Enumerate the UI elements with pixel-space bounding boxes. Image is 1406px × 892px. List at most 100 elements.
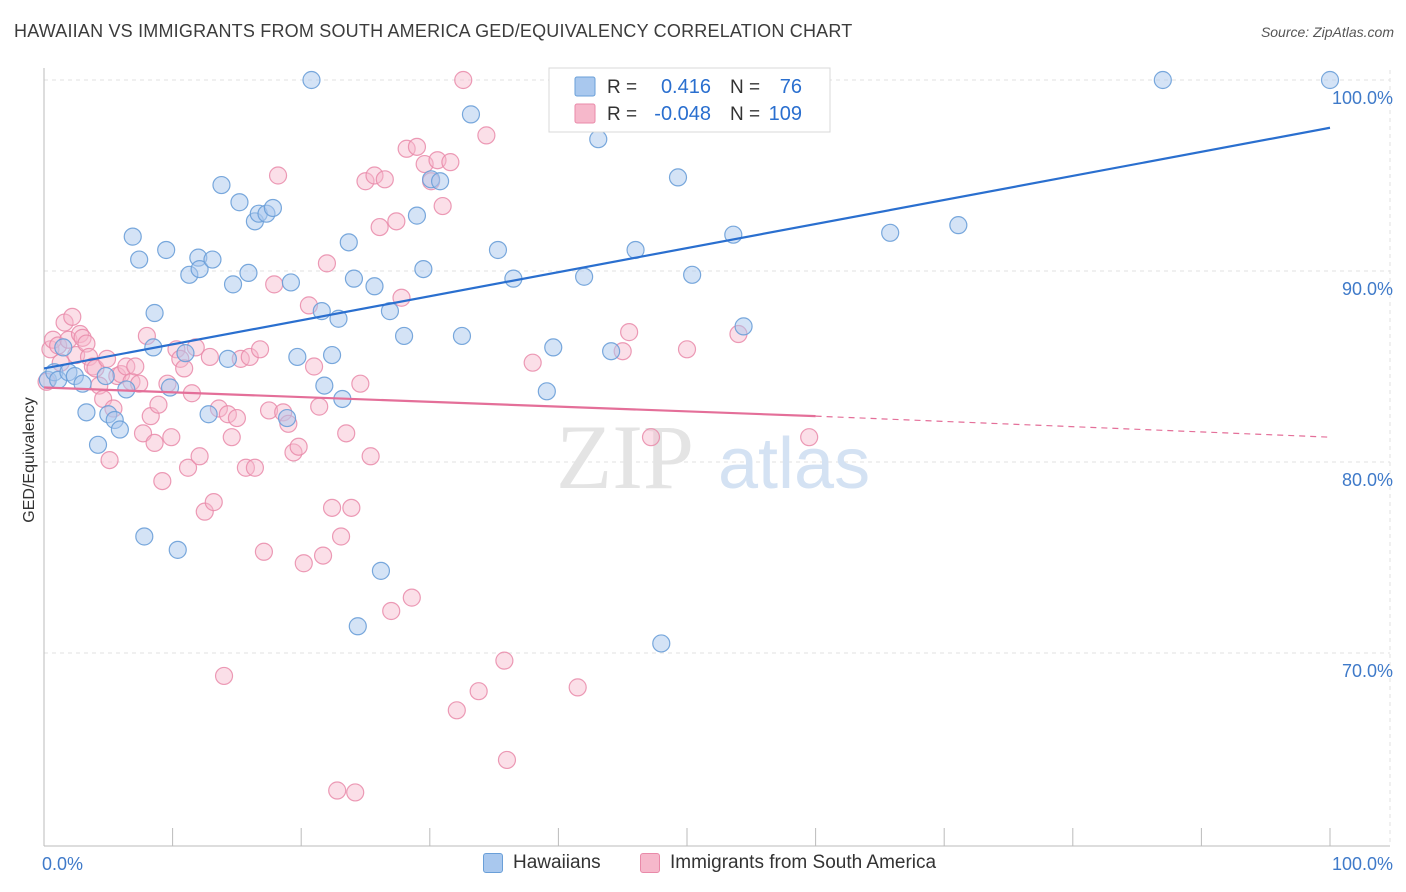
immigrants-point bbox=[222, 428, 241, 447]
immigrants-point bbox=[153, 472, 172, 491]
legend-label-hawaiians: Hawaiians bbox=[513, 852, 601, 873]
hawaiians-point bbox=[407, 206, 427, 225]
y-tick-label: 100.0% bbox=[1332, 88, 1393, 108]
y-tick-label: 80.0% bbox=[1342, 470, 1393, 490]
y-tick-label: 70.0% bbox=[1342, 661, 1393, 681]
hawaiians-point bbox=[414, 259, 433, 279]
hawaiians-point bbox=[199, 405, 218, 424]
x-tick-label: 0.0% bbox=[42, 854, 83, 874]
immigrants-point bbox=[317, 254, 337, 273]
immigrants-point bbox=[162, 428, 181, 447]
legend-box-frame bbox=[548, 67, 831, 133]
hawaiians-trend-line bbox=[43, 126, 1331, 370]
immigrants-point bbox=[97, 349, 117, 368]
hawaiians-point bbox=[315, 376, 334, 395]
immigrants-point bbox=[620, 323, 639, 342]
hawaiians-point bbox=[461, 105, 481, 124]
immigrants-point bbox=[469, 682, 488, 701]
trend-lines bbox=[43, 126, 1331, 438]
immigrants-point bbox=[313, 546, 333, 565]
hawaiians-point bbox=[544, 338, 563, 357]
y-axis-label: GED/Equivalency bbox=[21, 397, 38, 522]
hawaiians-point bbox=[288, 347, 307, 367]
hawaiians-point bbox=[1320, 70, 1340, 90]
source-label: Source: ZipAtlas.com bbox=[1260, 24, 1394, 40]
immigrants-point bbox=[346, 783, 365, 802]
immigrants-point bbox=[351, 374, 370, 393]
hawaiians-point bbox=[123, 227, 142, 246]
immigrants-point bbox=[240, 347, 259, 367]
immigrants-point bbox=[218, 405, 237, 424]
hawaiians-point bbox=[683, 265, 702, 284]
hawaiians-point bbox=[668, 168, 688, 187]
hawaiians-point bbox=[190, 259, 209, 279]
immigrants-point bbox=[200, 347, 219, 367]
hawaiians-point bbox=[488, 240, 508, 260]
immigrants-point bbox=[337, 424, 356, 443]
hawaiians-point bbox=[1153, 70, 1172, 90]
hawaiians-point bbox=[277, 408, 297, 428]
hawaiians-point bbox=[652, 634, 671, 653]
hawaiians-point bbox=[263, 198, 283, 218]
hawaiians-point bbox=[230, 193, 249, 212]
immigrants-point bbox=[375, 170, 394, 189]
hawaiians-point bbox=[322, 345, 342, 365]
hawaiians-point bbox=[130, 250, 149, 269]
hawaiians-point bbox=[302, 70, 321, 90]
y-tick-label: 90.0% bbox=[1342, 279, 1393, 299]
immigrants-point bbox=[214, 666, 234, 686]
immigrants-point bbox=[328, 781, 347, 800]
immigrants-point bbox=[433, 196, 452, 216]
immigrants-point bbox=[356, 172, 375, 191]
legend-n-value-1: 76 bbox=[780, 76, 802, 98]
immigrants-point bbox=[447, 701, 466, 720]
legend-r-value-1: 0.416 bbox=[661, 76, 711, 98]
watermark-atlas: atlas bbox=[718, 424, 870, 504]
hawaiians-point bbox=[96, 366, 115, 386]
hawaiians-point bbox=[223, 275, 243, 294]
hawaiians-point bbox=[339, 233, 358, 252]
immigrants-point bbox=[289, 437, 308, 456]
immigrants-point bbox=[382, 601, 401, 621]
hawaiians-point bbox=[168, 540, 187, 559]
hawaiians-point bbox=[218, 349, 237, 368]
hawaiians-point bbox=[575, 267, 594, 286]
tick-labels: 70.0% 80.0% 90.0% 100.0% 0.0% 100.0% bbox=[42, 88, 1393, 874]
hawaiians-point bbox=[734, 317, 753, 336]
hawaiians-point bbox=[537, 382, 556, 401]
hawaiians-point bbox=[365, 277, 384, 296]
immigrants-point bbox=[800, 428, 819, 447]
legend-label-immigrants: Immigrants from South America bbox=[670, 852, 937, 873]
immigrants-point bbox=[365, 166, 384, 185]
immigrants-point bbox=[370, 217, 389, 237]
immigrants-trend-line bbox=[43, 386, 816, 418]
hawaiians-point bbox=[157, 240, 176, 260]
immigrants-point bbox=[387, 212, 406, 231]
legend-r-label-1: R = bbox=[607, 77, 637, 98]
hawaiians-point bbox=[344, 269, 364, 288]
hawaiians-point bbox=[145, 303, 164, 323]
hawaiians-point bbox=[281, 273, 301, 292]
immigrants-point bbox=[284, 443, 303, 462]
immigrants-point bbox=[310, 397, 329, 416]
immigrants-point bbox=[178, 458, 198, 477]
hawaiians-points bbox=[38, 70, 1340, 653]
immigrants-point bbox=[361, 447, 380, 466]
immigrants-point bbox=[477, 126, 496, 145]
immigrants-point bbox=[245, 458, 265, 477]
immigrants-point bbox=[126, 357, 145, 376]
legend-n-value-2: 109 bbox=[769, 103, 802, 125]
hawaiians-point bbox=[394, 326, 414, 346]
immigrants-point bbox=[227, 408, 246, 428]
immigrants-point bbox=[63, 307, 82, 326]
hawaiians-point bbox=[881, 223, 900, 242]
immigrants-point bbox=[190, 447, 209, 466]
immigrants-point bbox=[254, 542, 274, 561]
immigrants-point bbox=[342, 498, 361, 517]
immigrants-point bbox=[175, 359, 194, 378]
immigrants-point bbox=[677, 340, 697, 359]
immigrants-point bbox=[294, 554, 313, 573]
x-tick-label: 100.0% bbox=[1332, 854, 1393, 874]
hawaiians-point bbox=[602, 342, 621, 361]
